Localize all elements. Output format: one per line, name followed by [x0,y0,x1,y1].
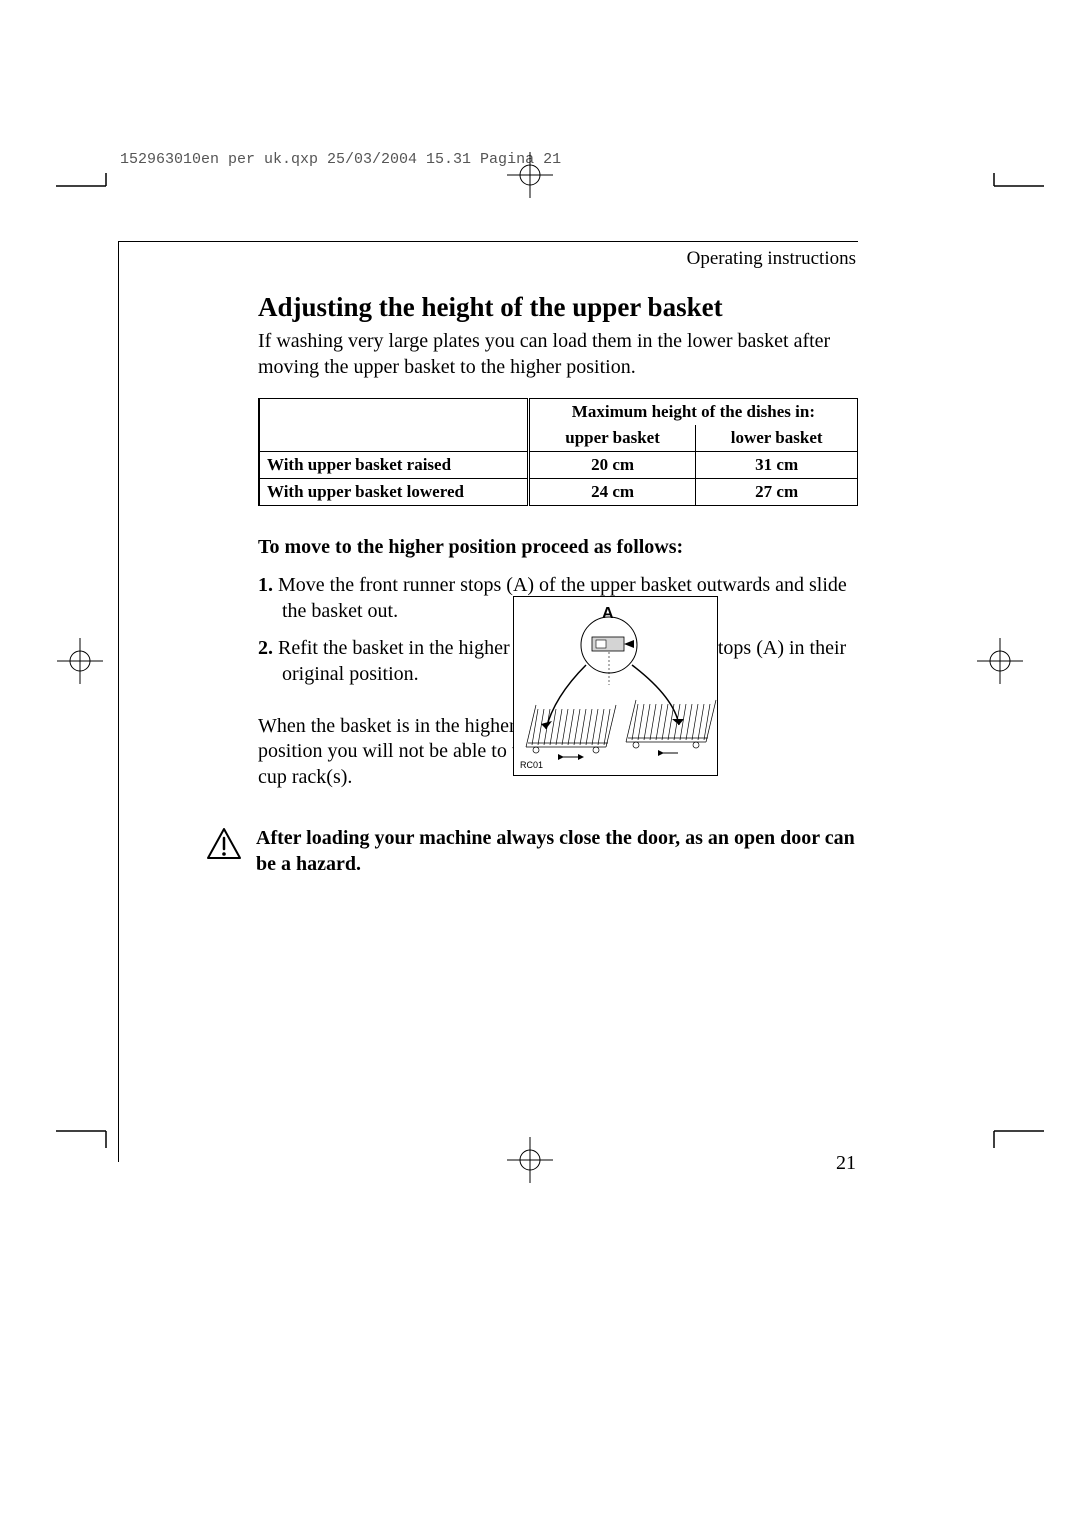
page-title: Adjusting the height of the upper basket [258,292,858,323]
table-header-span: Maximum height of the dishes in: [528,399,857,426]
crop-mark-tl [56,173,96,213]
intro-paragraph: If washing very large plates you can loa… [258,329,858,380]
crop-mark-br [984,1118,1024,1158]
cell-lower: 31 cm [696,452,858,479]
row-label: With upper basket lowered [259,479,528,506]
registration-mark-bottom [505,1135,555,1190]
page-number: 21 [836,1152,856,1175]
left-rule [118,242,119,1162]
warning-block: After loading your machine always close … [206,826,856,877]
warning-text: After loading your machine always close … [256,826,856,877]
crop-mark-bl [56,1118,96,1158]
figure-basket-diagram: A [513,596,718,776]
warning-icon [206,826,242,862]
col-upper: upper basket [528,425,696,452]
cell-upper: 24 cm [528,479,696,506]
height-table: Maximum height of the dishes in: upper b… [258,398,858,506]
registration-mark-top [505,150,555,205]
cell-lower: 27 cm [696,479,858,506]
cell-upper: 20 cm [528,452,696,479]
table-row: With upper basket raised 20 cm 31 cm [259,452,858,479]
page-content: Operating instructions Adjusting the hei… [118,241,858,790]
figure-caption: RC01 [520,760,543,770]
registration-mark-left [55,636,105,691]
col-lower: lower basket [696,425,858,452]
registration-mark-right [975,636,1025,691]
row-label: With upper basket raised [259,452,528,479]
running-header: Operating instructions [118,248,858,270]
crop-mark-tr [984,173,1024,213]
table-row: With upper basket lowered 24 cm 27 cm [259,479,858,506]
procedure-subhead: To move to the higher position proceed a… [258,536,858,559]
print-job-header: 152963010en per uk.qxp 25/03/2004 15.31 … [120,151,561,168]
figure-label-a: A [602,605,614,623]
basket-svg [514,597,719,777]
